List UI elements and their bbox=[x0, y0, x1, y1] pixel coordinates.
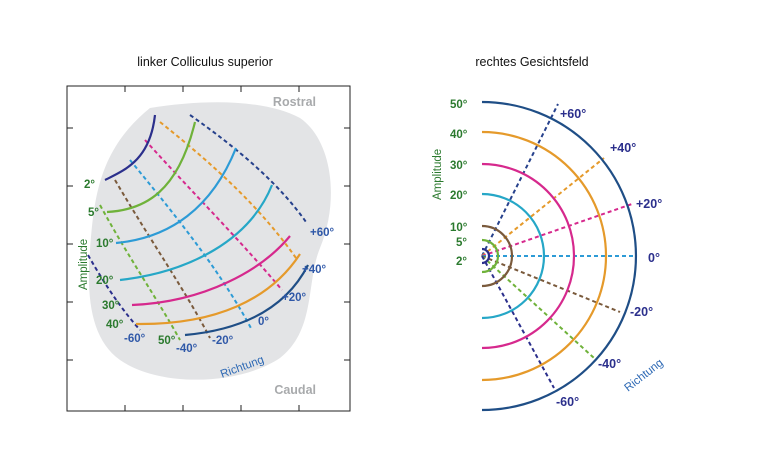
sc-direction-line-m60 bbox=[87, 254, 141, 331]
sc-direction-label-m40: -40° bbox=[176, 343, 198, 355]
vf-direction-line-p40 bbox=[481, 157, 605, 257]
vf-direction-label-m60: -60° bbox=[556, 395, 579, 409]
vf-amplitude-arc-30 bbox=[481, 162, 576, 350]
vf-amplitude-label-40: 40° bbox=[450, 129, 468, 141]
sc-amplitude-label-30: 30° bbox=[102, 300, 120, 312]
vf-amplitude-arc-20 bbox=[481, 192, 546, 320]
vf-direction-label-m40: -40° bbox=[598, 357, 621, 371]
sc-amplitude-label-5: 5° bbox=[88, 207, 99, 219]
vf-direction-lines bbox=[481, 103, 634, 389]
sc-amplitude-line-20 bbox=[119, 184, 274, 282]
vf-amplitude-label-10: 10° bbox=[450, 222, 468, 234]
vf-amplitude-arc-2 bbox=[481, 247, 491, 265]
sc-direction-label-p60: +60° bbox=[310, 227, 335, 239]
sc-direction-label-p40: +40° bbox=[302, 264, 327, 276]
sc-amplitude-line-30 bbox=[131, 235, 291, 307]
vf-amplitude-label-30: 30° bbox=[450, 160, 468, 172]
colliculus-shape bbox=[88, 102, 331, 380]
sc-direction-line-m40 bbox=[99, 204, 181, 341]
sc-amplitude-lines bbox=[104, 114, 309, 337]
vf-direction-line-m60 bbox=[481, 255, 555, 389]
vf-direction-axis-label: Richtung bbox=[622, 357, 665, 394]
sc-amplitude-label-40: 40° bbox=[106, 319, 124, 331]
vf-direction-line-p20 bbox=[481, 203, 633, 257]
vf-amplitude-label-20: 20° bbox=[450, 190, 468, 202]
left-title: linker Colliculus superior bbox=[137, 55, 272, 69]
sc-direction-label-m20: -20° bbox=[212, 335, 234, 347]
vf-direction-label-p20: +20° bbox=[636, 197, 662, 211]
vf-amplitude-label-2: 2° bbox=[456, 256, 467, 268]
sc-amplitude-label-20: 20° bbox=[96, 275, 114, 287]
sc-amplitude-line-50 bbox=[184, 264, 309, 337]
vf-direction-label-p60: +60° bbox=[560, 107, 586, 121]
vf-amplitude-label-5: 5° bbox=[456, 237, 467, 249]
vf-direction-label-0: 0° bbox=[648, 251, 660, 265]
sc-amplitude-label-50: 50° bbox=[158, 335, 176, 347]
vf-direction-line-m20 bbox=[481, 255, 621, 313]
sc-amplitude-line-40 bbox=[135, 253, 301, 326]
sc-amplitude-axis-label: Amplitude bbox=[78, 239, 90, 290]
sc-amplitude-line-2 bbox=[104, 114, 157, 181]
vf-direction-label-m20: -20° bbox=[630, 305, 653, 319]
sc-amplitude-line-5 bbox=[106, 121, 197, 214]
sc-amplitude-label-2: 2° bbox=[84, 179, 95, 191]
sc-direction-label-m60: -60° bbox=[124, 333, 146, 345]
right-title: rechtes Gesichtsfeld bbox=[475, 55, 588, 69]
vf-amplitude-axis-label: Amplitude bbox=[432, 149, 444, 200]
sc-direction-line-20 bbox=[144, 139, 283, 291]
sc-direction-label-0: 0° bbox=[258, 316, 269, 328]
sc-direction-line-60 bbox=[189, 114, 307, 223]
vf-amplitude-arcs bbox=[481, 100, 638, 412]
vf-amplitude-label-50: 50° bbox=[450, 99, 468, 111]
sc-direction-label-p20: +20° bbox=[282, 292, 307, 304]
right-panel: rechtes Gesichtsfeld 50° 40° 30° 20° 10° bbox=[432, 55, 666, 412]
left-panel: linker Colliculus superior Rostral Cauda… bbox=[66, 55, 351, 412]
vf-amplitude-arc-50 bbox=[481, 100, 638, 412]
caudal-label: Caudal bbox=[274, 383, 316, 397]
vf-direction-line-m40 bbox=[481, 255, 595, 359]
sc-direction-lines bbox=[87, 114, 307, 341]
vf-direction-label-p40: +40° bbox=[610, 141, 636, 155]
rostral-label: Rostral bbox=[273, 95, 316, 109]
sc-amplitude-line-10 bbox=[115, 147, 238, 245]
vf-amplitude-arc-40 bbox=[481, 130, 608, 382]
left-frame bbox=[66, 85, 351, 412]
sc-direction-line-0 bbox=[129, 159, 253, 331]
vf-amplitude-arc-10 bbox=[481, 224, 514, 288]
left-frame-ticks bbox=[67, 86, 350, 411]
vf-direction-line-p60 bbox=[481, 103, 559, 257]
sc-amplitude-label-10: 10° bbox=[96, 238, 114, 250]
vf-amplitude-arc-5 bbox=[481, 238, 500, 274]
sc-direction-line-m20 bbox=[114, 179, 211, 339]
